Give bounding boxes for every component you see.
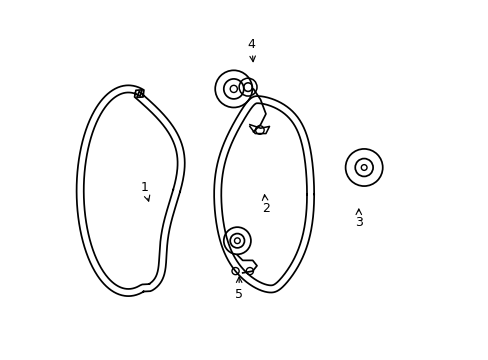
Text: 5: 5	[235, 288, 243, 301]
Text: 2: 2	[262, 202, 269, 215]
Text: 4: 4	[247, 38, 255, 51]
Text: 1: 1	[140, 181, 148, 194]
Text: 3: 3	[354, 216, 362, 229]
